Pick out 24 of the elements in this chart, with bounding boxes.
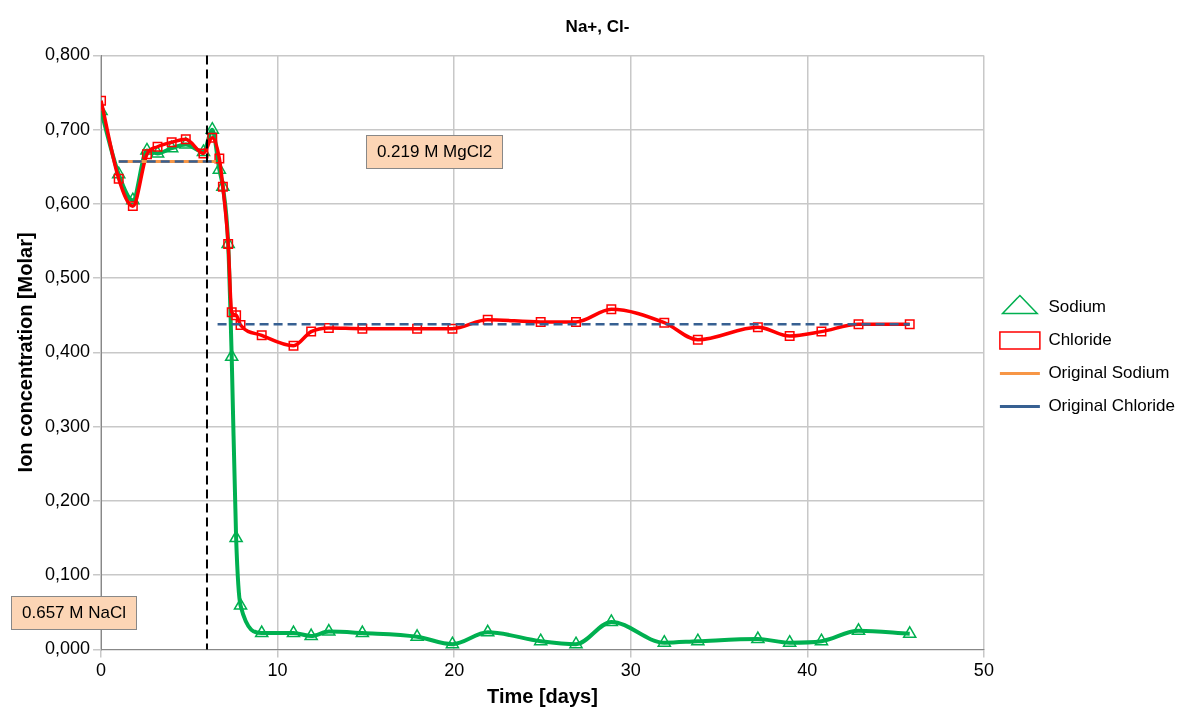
y-tick-label: 0,500 [45, 267, 91, 288]
x-tick-label: 0 [96, 660, 107, 681]
y-tick-label: 0,400 [45, 341, 91, 362]
y-tick-label: 0,300 [45, 415, 91, 436]
chart-title: Na+, Cl- [565, 16, 630, 36]
y-tick-label: 0,600 [45, 192, 91, 213]
y-tick-label: 0,700 [45, 118, 91, 139]
legend-label: Sodium [1048, 297, 1107, 317]
annotation: 0.657 M NaCl [11, 595, 137, 630]
legend-label: Original Chloride [1048, 396, 1176, 416]
x-axis-title: Time [days] [487, 684, 598, 707]
x-tick-label: 30 [620, 660, 641, 681]
annotation: 0.219 M MgCl2 [365, 135, 504, 170]
x-tick-label: 50 [973, 660, 994, 681]
x-tick-label: 40 [797, 660, 818, 681]
y-tick-label: 0,100 [45, 564, 91, 585]
x-tick-label: 10 [267, 660, 288, 681]
y-tick-label: 0,000 [45, 638, 91, 659]
legend-label: Original Sodium [1048, 363, 1170, 383]
y-tick-label: 0,200 [45, 489, 91, 510]
y-tick-label: 0,800 [45, 44, 91, 65]
legend-label: Chloride [1048, 330, 1112, 350]
x-tick-label: 20 [444, 660, 465, 681]
y-axis-title: Ion concentration [Molar] [13, 232, 36, 473]
